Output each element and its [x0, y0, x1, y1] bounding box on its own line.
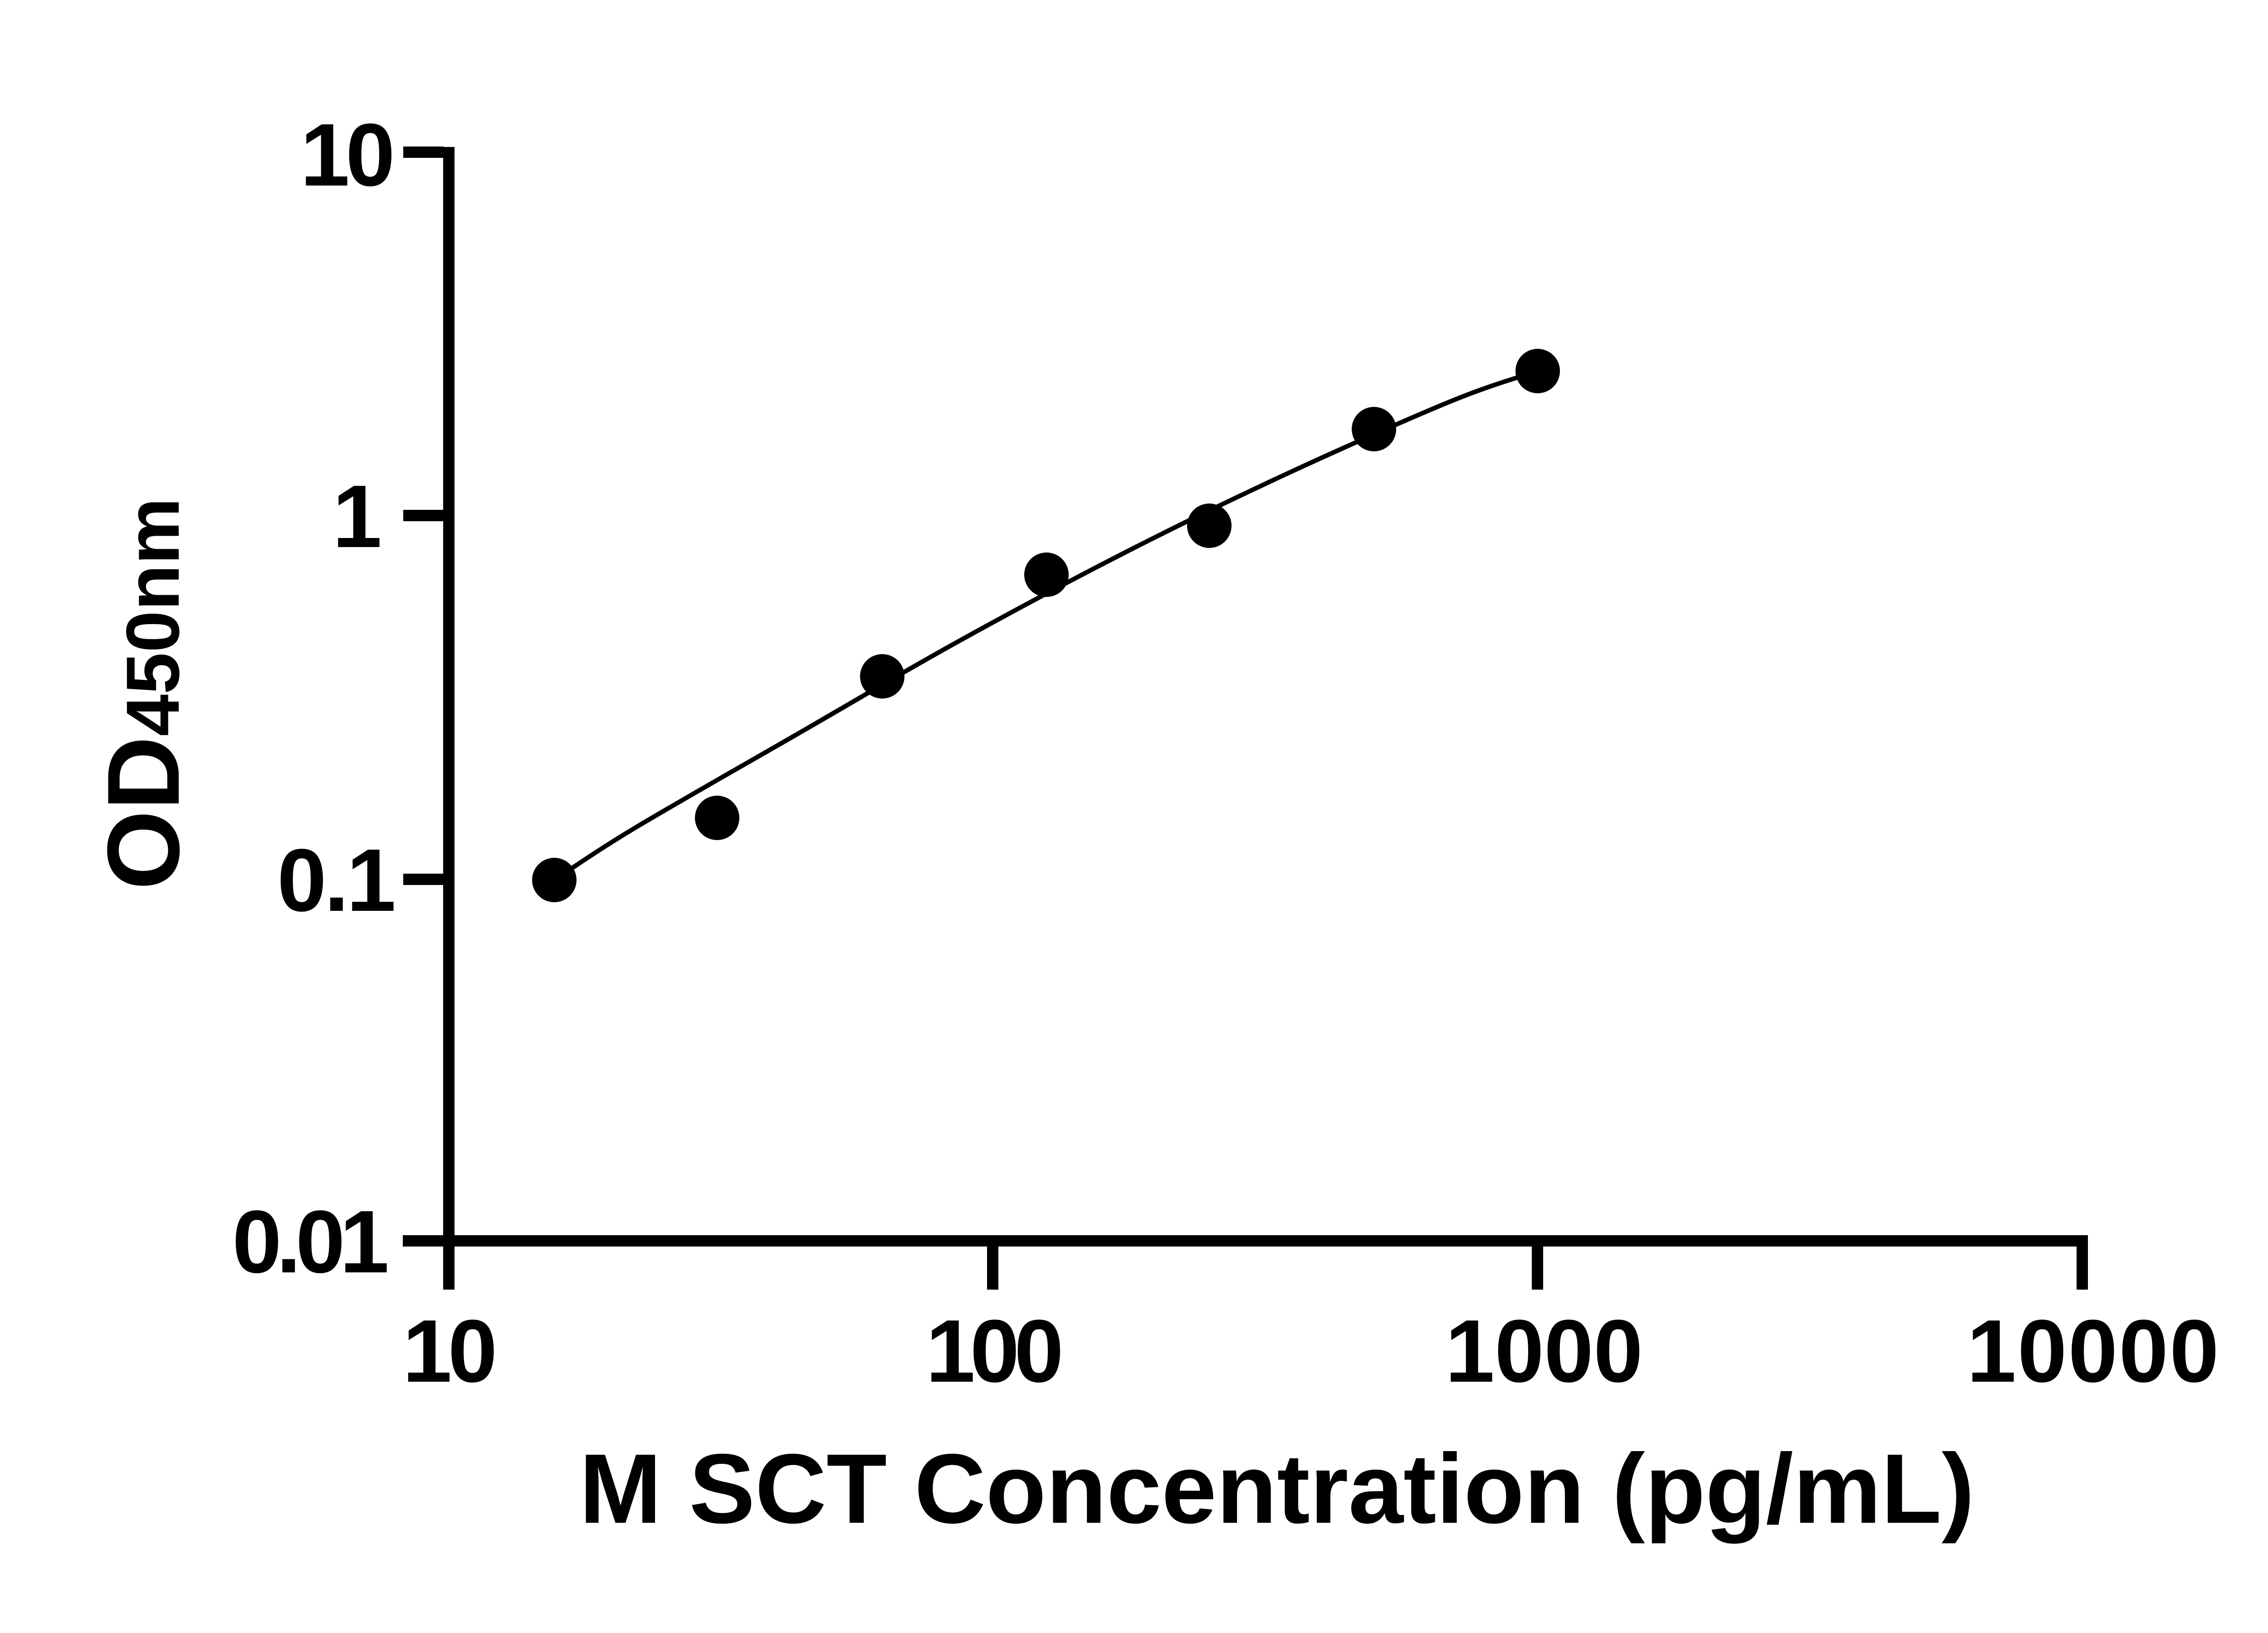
- svg-text:1000: 1000: [1445, 1301, 1643, 1401]
- svg-text:0.01: 0.01: [232, 1192, 389, 1291]
- svg-text:M SCT Concentration (pg/mL): M SCT Concentration (pg/mL): [579, 1434, 1975, 1544]
- svg-text:10: 10: [403, 1301, 498, 1401]
- svg-text:OD450nm: OD450nm: [86, 498, 200, 890]
- svg-text:10: 10: [300, 105, 395, 205]
- svg-text:10000: 10000: [1967, 1301, 2219, 1401]
- svg-text:0.1: 0.1: [277, 831, 396, 930]
- svg-text:100: 100: [926, 1301, 1064, 1401]
- svg-text:1: 1: [332, 467, 382, 566]
